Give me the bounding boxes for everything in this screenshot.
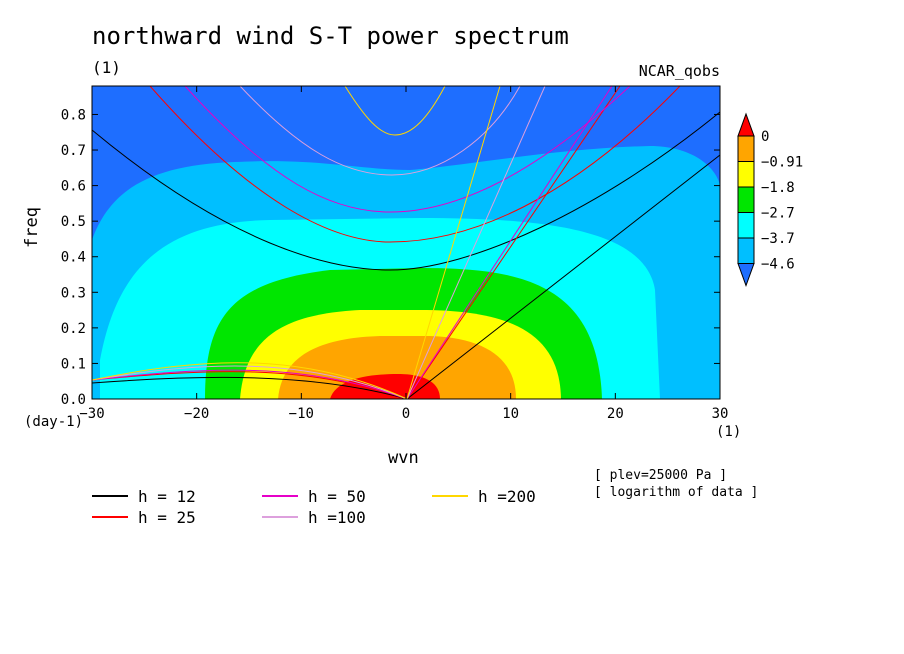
curve-h12-kelvin — [406, 154, 720, 399]
legend-label: h =200 — [478, 487, 536, 506]
legend-label: h = 12 — [138, 487, 196, 506]
y-axis-unit: (day-1) — [24, 414, 84, 430]
x-tick-label: −10 — [289, 406, 314, 422]
colorbar-top-arrow — [737, 112, 755, 137]
axis-ticks: −30 −20 −10 0 10 20 30 0.0 0.1 0.2 0.3 0.4 0.5 0.6 0.7… — [61, 86, 729, 422]
model-name: NCAR_qobs — [638, 62, 720, 80]
x-tick-label: −20 — [184, 406, 209, 422]
contour-fill — [92, 86, 720, 399]
curve-h12-ig — [92, 111, 720, 271]
curve-h50-ig — [184, 86, 631, 213]
colorbar: 0 −0.91 −1.8 −2.7 −3.7 −4.6 — [737, 112, 803, 287]
legend-swatch — [432, 495, 468, 497]
colorbar-label: −0.91 — [761, 155, 803, 171]
transform-note: [ logarithm of data ] — [594, 485, 759, 500]
colorbar-label: −4.6 — [761, 257, 795, 273]
curve-h200-ig — [344, 86, 446, 136]
x-tick-label: 10 — [502, 406, 519, 422]
y-tick-label: 0.4 — [61, 250, 86, 266]
chart-title: northward wind S-T power spectrum — [92, 22, 569, 50]
curve-h50-rossby — [92, 369, 408, 399]
y-tick-label: 0.0 — [61, 392, 86, 408]
y-tick-label: 0.7 — [61, 143, 86, 159]
legend-label: h = 50 — [308, 487, 366, 506]
y-tick-label: 0.1 — [61, 356, 86, 372]
legend-swatch — [92, 516, 128, 518]
curve-h100-rossby — [92, 365, 408, 399]
colorbar-segment — [737, 237, 755, 264]
colorbar-label: −2.7 — [761, 206, 795, 222]
curve-h25-rossby — [92, 371, 408, 399]
y-tick-label: 0.2 — [61, 321, 86, 337]
y-tick-label: 0.5 — [61, 214, 86, 230]
curve-h100-kelvin — [406, 86, 546, 399]
legend-swatch — [262, 495, 298, 497]
band-level-1 — [278, 336, 516, 399]
x-tick-label: 20 — [607, 406, 624, 422]
curve-h200-rossby — [92, 362, 408, 399]
y-tick-label: 0.8 — [61, 107, 86, 123]
legend-label: h =100 — [308, 508, 366, 527]
x-axis-unit: (1) — [716, 424, 742, 440]
colorbar-segment — [737, 186, 755, 213]
x-tick-label: 30 — [712, 406, 729, 422]
colorbar-segment — [737, 161, 755, 188]
x-tick-label: −30 — [79, 406, 104, 422]
x-axis-label: wvn — [388, 448, 419, 468]
curve-h12-rossby — [92, 376, 408, 399]
colorbar-segment — [737, 135, 755, 162]
dispersion-curves — [92, 86, 720, 399]
colorbar-segment — [737, 212, 755, 239]
colorbar-label: −3.7 — [761, 231, 795, 247]
colorbar-label: −1.8 — [761, 180, 795, 196]
curve-h25-ig — [149, 86, 681, 243]
legend-label: h = 25 — [138, 508, 196, 527]
colorbar-label: 0 — [761, 129, 769, 145]
y-tick-label: 0.3 — [61, 285, 86, 301]
legend-swatch — [262, 516, 298, 518]
x-tick-label: 0 — [402, 406, 410, 422]
y-tick-label: 0.6 — [61, 179, 86, 195]
curve-h50-kelvin — [406, 86, 613, 399]
colorbar-bottom-arrow — [737, 263, 755, 287]
curve-h200-kelvin — [406, 86, 501, 399]
y-axis-label: freq — [22, 207, 42, 248]
legend-swatch — [92, 495, 128, 497]
level-note: [ plev=25000 Pa ] — [594, 468, 728, 483]
chart-subtitle: (1) — [92, 58, 121, 77]
curve-h25-kelvin — [406, 86, 621, 399]
